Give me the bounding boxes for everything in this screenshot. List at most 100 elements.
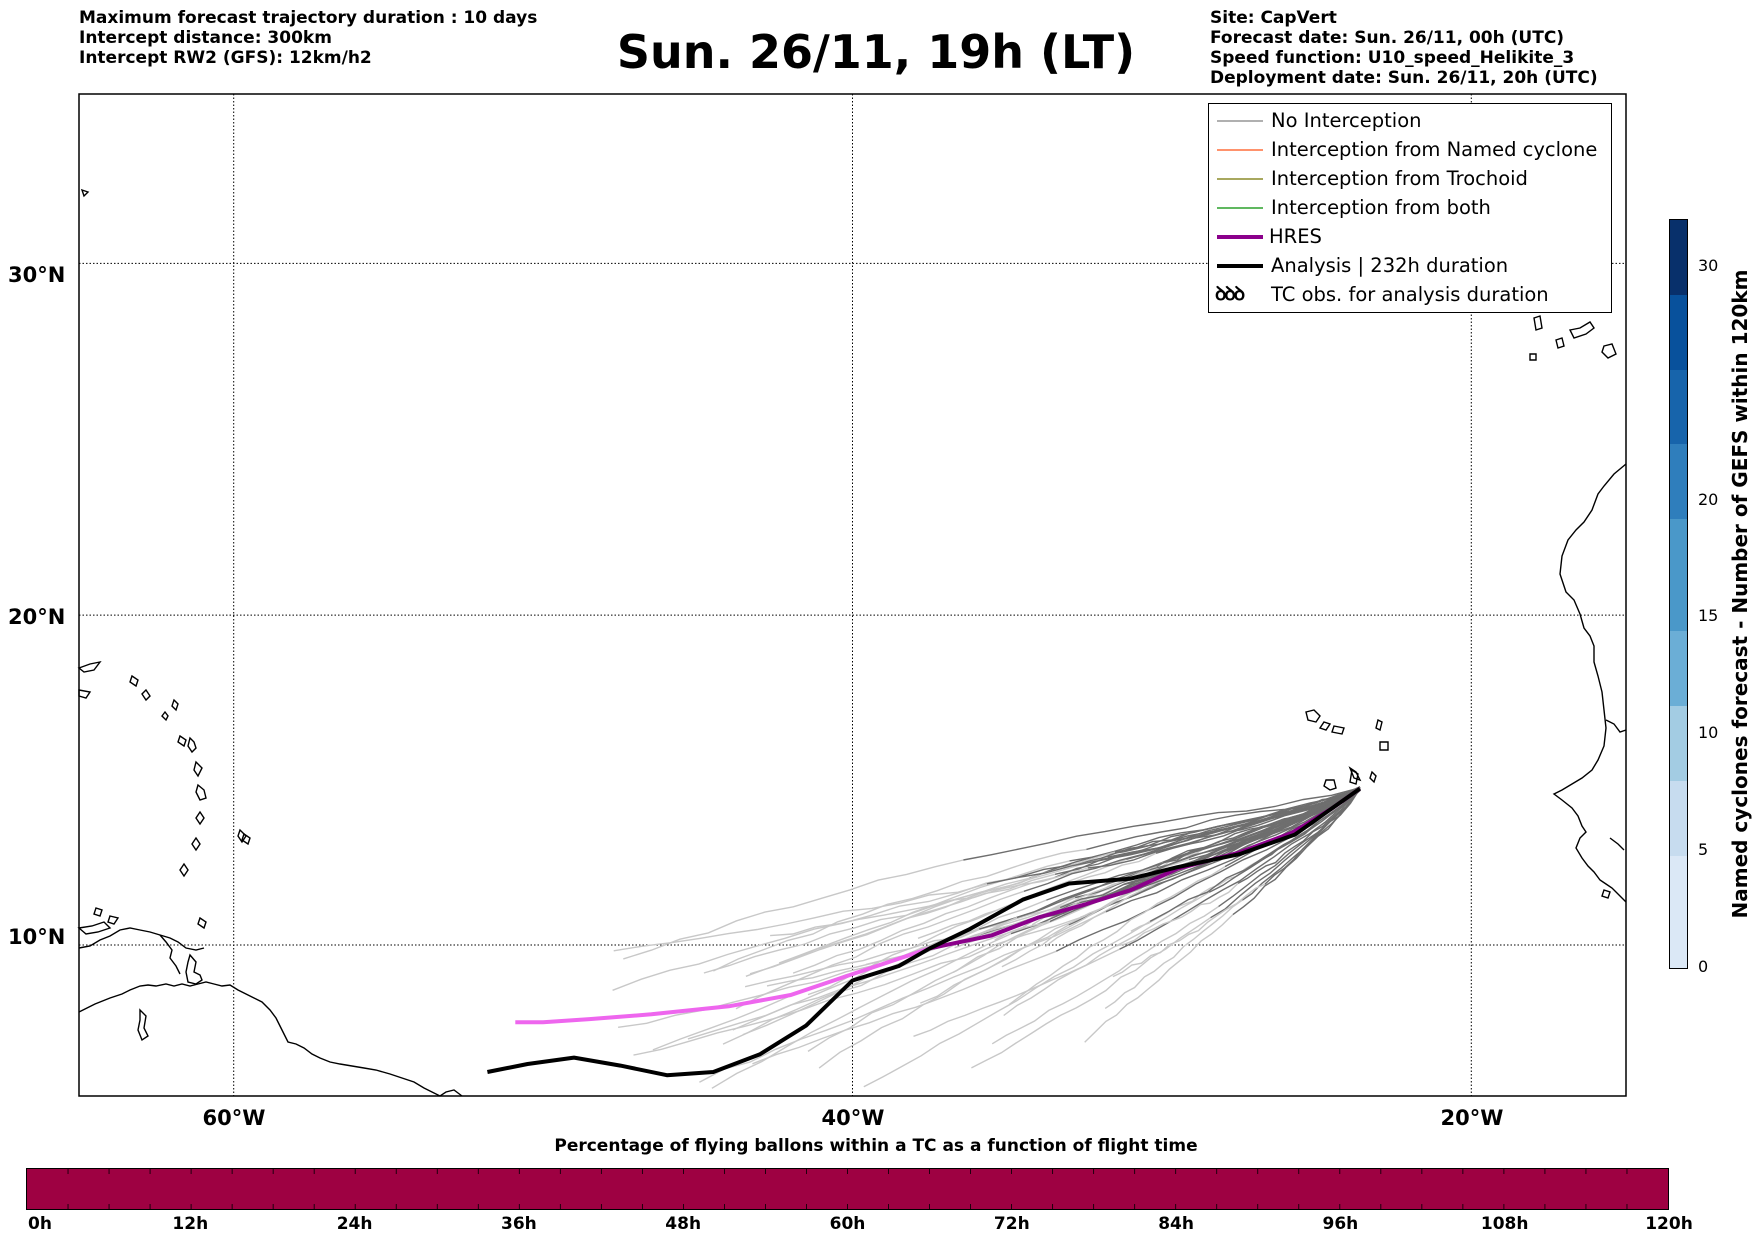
max-duration-text: Maximum forecast trajectory duration : 1… (79, 8, 538, 28)
colorbar-segment (1670, 929, 1687, 968)
colorbar-tick-label: 5 (1698, 840, 1709, 860)
canary-tenerife (1533, 315, 1543, 331)
flight-time-label: 60h (829, 1214, 866, 1234)
page-title: Sun. 26/11, 19h (LT) (616, 25, 1136, 79)
ensemble-track-near (963, 787, 1361, 861)
legend-line-named-cyclone (1217, 149, 1263, 151)
cape-verde-fogo (1323, 779, 1337, 791)
caribbean-west (77, 921, 112, 935)
ensemble-track-near (1016, 786, 1361, 919)
tc-percentage-colorbar-fill (27, 1169, 1668, 1209)
site-text: Site: CapVert (1210, 8, 1337, 28)
lesser-antilles-2 (193, 760, 203, 778)
trinidad-coast (185, 953, 203, 985)
legend-label-no-interception: No Interception (1271, 109, 1422, 132)
flight-time-label: 108h (1480, 1214, 1529, 1234)
ensemble-track-near (1119, 790, 1361, 950)
curacao (107, 915, 120, 925)
ensemble-track-far (1008, 866, 1226, 1006)
flight-time-label: 72h (993, 1214, 1030, 1234)
ensemble-track-far (699, 911, 1107, 1083)
colorbar-segment (1670, 705, 1687, 744)
barbados (241, 832, 251, 846)
colorbar-segment (1670, 443, 1687, 482)
ensemble-track-far (1084, 914, 1234, 1043)
colorbar-segment (1670, 331, 1687, 370)
legend-label-both: Interception from both (1271, 196, 1491, 219)
legend-item-no-interception: No Interception (1209, 107, 1611, 136)
antilles-d (161, 710, 169, 722)
antilles-top (77, 660, 102, 673)
legend-item-named-cyclone: Interception from Named cyclone (1209, 136, 1611, 165)
legend-line-trochoid (1217, 178, 1263, 180)
ensemble-track-far (863, 920, 1151, 1088)
flight-time-label: 0h (28, 1214, 52, 1234)
flight-time-label: 96h (1322, 1214, 1359, 1234)
cape-verde-maio (1369, 770, 1377, 784)
lon-label-60w: 60°W (202, 1106, 266, 1130)
south-america-coast (78, 981, 463, 1097)
ensemble-track-far (712, 848, 1087, 972)
colorbar-segment (1670, 854, 1687, 894)
colorbar-segment (1670, 220, 1687, 258)
ensemble-track-far (792, 876, 1055, 974)
forecast-date-text: Forecast date: Sun. 26/11, 00h (UTC) (1210, 28, 1565, 48)
ensemble-track-far (1104, 899, 1243, 1009)
colorbar-tick-label: 30 (1698, 255, 1719, 275)
antilles-c (171, 698, 179, 712)
aruba (93, 907, 103, 917)
colorbar-segment (1670, 555, 1687, 594)
forecast-parameters: Maximum forecast trajectory duration : 1… (79, 8, 537, 68)
ensemble-track-near (1218, 787, 1361, 908)
colorbar-segment (1670, 293, 1687, 333)
map-legend: No Interception Interception from Named … (1208, 103, 1612, 313)
ensemble-track-far (1130, 858, 1264, 932)
ensemble-track-near (1149, 786, 1361, 923)
cape-verde-sal (1375, 718, 1383, 732)
intercept-distance-text: Intercept distance: 300km (79, 28, 332, 48)
flight-time-label: 84h (1158, 1214, 1194, 1234)
africa-coast-inlet-2 (1609, 837, 1625, 851)
cape-verde-santo-antao (1305, 709, 1321, 723)
legend-label-trochoid: Interception from Trochoid (1271, 167, 1528, 190)
ensemble-track-far (778, 860, 1070, 964)
ensemble-track-far (744, 883, 1124, 988)
lon-label-20w: 20°W (1440, 1106, 1504, 1130)
colorbar-segment (1670, 518, 1687, 557)
ensemble-track-far (991, 906, 1219, 1045)
colorbar-segment (1670, 817, 1687, 856)
colorbar-tick-label: 10 (1698, 723, 1719, 743)
ensemble-track-near (1190, 789, 1361, 867)
legend-label-hres: HRES (1269, 225, 1322, 248)
flight-time-label: 48h (665, 1214, 702, 1234)
legend-line-hres (1217, 235, 1263, 239)
speed-function-text: Speed function: U10_speed_Helikite_3 (1210, 48, 1575, 68)
colorbar-segment (1670, 892, 1687, 931)
coastlines (77, 188, 1627, 1097)
ensemble-track-near (1054, 786, 1361, 879)
colorbar-tick-label: 20 (1698, 489, 1719, 509)
ensemble-track-far (742, 897, 1076, 1036)
antilles-a (129, 674, 139, 688)
africa-coast (1552, 463, 1627, 903)
legend-label-named-cyclone: Interception from Named cyclone (1271, 138, 1598, 161)
cape-verde-boa-vista (1379, 741, 1389, 751)
lesser-antilles-1 (187, 736, 197, 754)
colorbar-segment (1670, 742, 1687, 781)
ensemble-track-far (1112, 883, 1266, 978)
cape-verde-brava (1348, 766, 1362, 782)
canary-el-hierro (1529, 353, 1537, 361)
cyclone-count-colorbar-label-text: Named cyclones forecast - Number of GEFS… (1728, 269, 1752, 919)
lat-label-20n: 20°N (8, 605, 66, 629)
ensemble-track-far (1003, 891, 1210, 1017)
flight-time-label: 36h (501, 1214, 537, 1234)
colorbar-segment (1670, 406, 1687, 445)
legend-label-tc-obs: TC obs. for analysis duration (1271, 283, 1549, 306)
lesser-antilles-4 (195, 810, 205, 826)
bissagos (1601, 889, 1611, 899)
canary-gran-canaria (1601, 343, 1617, 359)
legend-item-tc-obs: ꝺꝺꝺ TC obs. for analysis duration (1209, 281, 1611, 310)
antigua-tobago (197, 916, 207, 930)
venezuela-coast (78, 927, 205, 951)
map-border (78, 93, 1627, 1097)
